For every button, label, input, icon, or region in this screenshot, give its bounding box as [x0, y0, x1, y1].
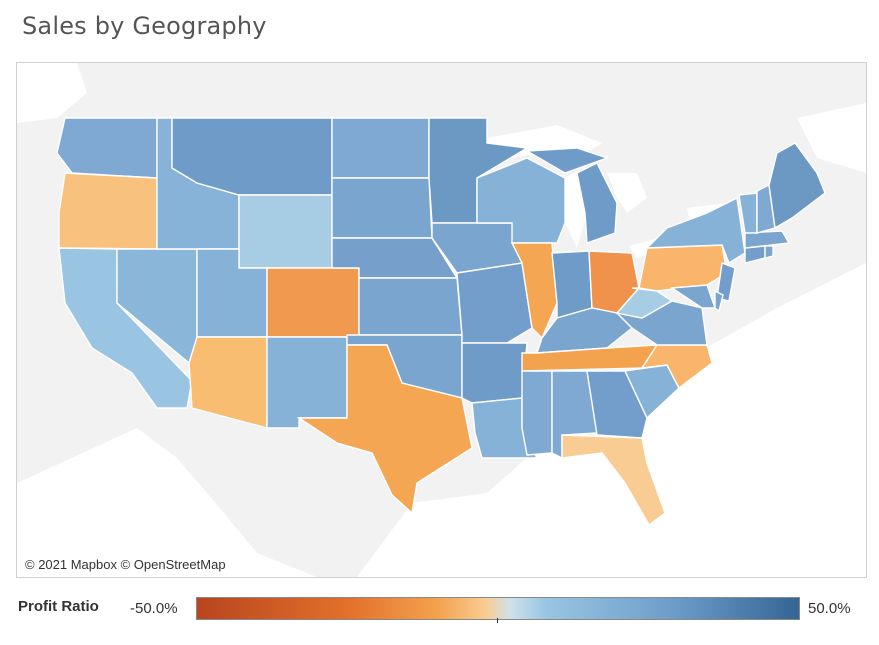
- atlantic-and-gulf-water: [357, 263, 866, 577]
- state-texas[interactable]: [296, 344, 473, 515]
- us-state-map[interactable]: [17, 63, 866, 577]
- state-maine[interactable]: [768, 142, 826, 230]
- chart-title: Sales by Geography: [22, 12, 267, 40]
- northwest-water: [17, 63, 87, 123]
- state-south-dakota[interactable]: [331, 177, 433, 239]
- map-view[interactable]: © 2021 Mapbox © OpenStreetMap: [16, 62, 867, 578]
- map-attribution[interactable]: © 2021 Mapbox © OpenStreetMap: [21, 556, 230, 573]
- state-georgia[interactable]: [586, 370, 648, 439]
- state-rhode-island[interactable]: [764, 245, 774, 259]
- northeast-water: [797, 103, 866, 173]
- state-florida[interactable]: [561, 434, 666, 527]
- legend-title: Profit Ratio: [18, 598, 99, 615]
- state-michigan[interactable]: [524, 147, 618, 244]
- state-delaware[interactable]: [714, 289, 724, 313]
- state-wisconsin[interactable]: [476, 157, 566, 244]
- state-oregon[interactable]: [58, 172, 158, 250]
- states-layer[interactable]: [56, 117, 826, 527]
- state-washington[interactable]: [56, 117, 158, 179]
- state-new-jersey[interactable]: [716, 262, 736, 302]
- state-colorado[interactable]: [266, 267, 360, 338]
- state-north-dakota[interactable]: [331, 117, 430, 179]
- state-new-mexico[interactable]: [266, 336, 348, 429]
- state-indiana[interactable]: [551, 250, 593, 319]
- legend-max-label: 50.0%: [808, 600, 851, 617]
- state-arizona[interactable]: [188, 336, 268, 429]
- legend-color-ramp: [196, 597, 800, 620]
- state-mississippi[interactable]: [521, 370, 553, 456]
- legend-min-label: -50.0%: [130, 600, 178, 617]
- legend-center-tick: [497, 618, 498, 623]
- state-massachusetts[interactable]: [744, 230, 791, 249]
- state-kansas[interactable]: [358, 277, 463, 336]
- state-missouri[interactable]: [456, 262, 533, 344]
- lake-huron: [607, 173, 647, 213]
- state-arkansas[interactable]: [461, 342, 528, 404]
- state-wyoming[interactable]: [238, 194, 333, 269]
- state-new-york[interactable]: [645, 196, 746, 265]
- pacific-ocean: [17, 428, 317, 577]
